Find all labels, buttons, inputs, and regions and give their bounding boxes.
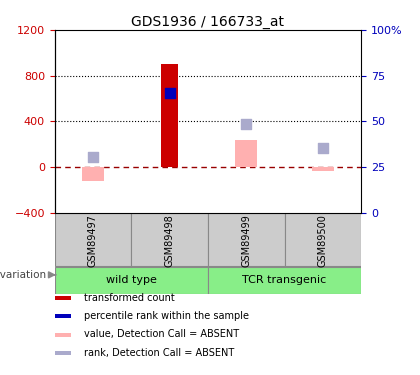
Text: rank, Detection Call = ABSENT: rank, Detection Call = ABSENT [84, 348, 234, 358]
Point [166, 90, 173, 96]
Text: value, Detection Call = ABSENT: value, Detection Call = ABSENT [84, 329, 239, 339]
Bar [55, 351, 71, 355]
Text: transformed count: transformed count [84, 293, 174, 303]
Point [89, 154, 96, 160]
Text: GSM89499: GSM89499 [241, 214, 251, 267]
Text: GSM89498: GSM89498 [165, 214, 175, 267]
Text: GSM89497: GSM89497 [88, 214, 98, 267]
Bar [55, 314, 71, 318]
Bar [285, 213, 361, 266]
Text: TCR transgenic: TCR transgenic [242, 276, 327, 285]
Bar [55, 333, 71, 337]
Title: GDS1936 / 166733_at: GDS1936 / 166733_at [131, 15, 284, 29]
Text: GSM89500: GSM89500 [318, 214, 328, 267]
Point [243, 122, 249, 128]
Text: wild type: wild type [106, 276, 157, 285]
Text: percentile rank within the sample: percentile rank within the sample [84, 311, 249, 321]
Bar [131, 213, 208, 266]
Bar [161, 64, 178, 167]
Bar [208, 267, 361, 294]
Bar [236, 140, 257, 167]
Bar [312, 167, 333, 171]
Point [320, 146, 326, 152]
Bar [55, 267, 208, 294]
Bar [55, 213, 131, 266]
Bar [55, 296, 71, 300]
Bar [208, 213, 285, 266]
Bar [82, 167, 104, 181]
Text: genotype/variation: genotype/variation [0, 270, 46, 280]
